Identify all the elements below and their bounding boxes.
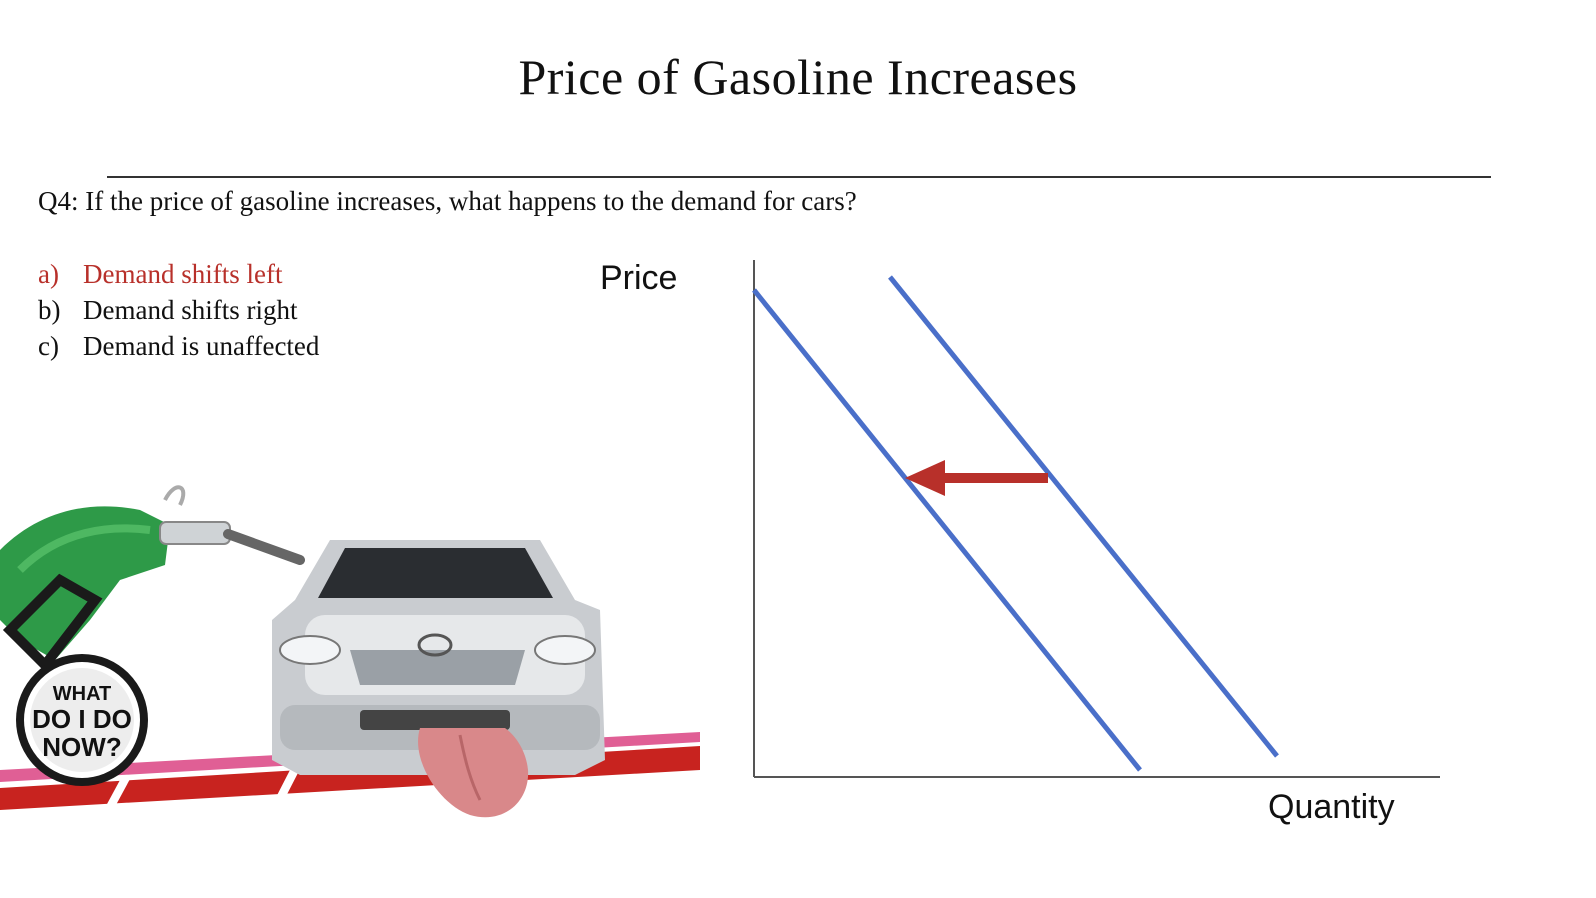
x-axis-label: Quantity xyxy=(1268,788,1395,826)
answer-options: a) Demand shifts left b) Demand shifts r… xyxy=(38,256,319,364)
fuel-nozzle-icon xyxy=(0,485,305,673)
car-illustration xyxy=(272,540,605,818)
option-label: Demand is unaffected xyxy=(83,331,320,361)
option-letter: c) xyxy=(38,331,59,361)
original-demand-curve xyxy=(888,275,1279,758)
new-demand-curve xyxy=(752,288,1142,772)
badge-line-3: NOW? xyxy=(42,732,121,762)
option-letter: b) xyxy=(38,295,61,325)
y-axis-label: Price xyxy=(600,259,677,297)
what-do-i-do-now-badge: WHAT DO I DO NOW? xyxy=(16,654,148,786)
option-label: Demand shifts right xyxy=(83,295,298,325)
question-text: Q4: If the price of gasoline increases, … xyxy=(38,186,857,216)
option-label: Demand shifts left xyxy=(83,259,283,289)
badge-line-1: WHAT xyxy=(53,683,112,705)
option-c[interactable]: c) Demand is unaffected xyxy=(38,328,319,364)
option-b[interactable]: b) Demand shifts right xyxy=(38,292,319,328)
title-divider xyxy=(107,176,1491,178)
option-a[interactable]: a) Demand shifts left xyxy=(38,256,319,292)
option-letter: a) xyxy=(38,259,59,289)
left-shift-arrow xyxy=(905,460,1048,496)
badge-line-2: DO I DO xyxy=(32,704,132,734)
gas-pump-car-illustration: WHAT DO I DO NOW? xyxy=(0,485,700,818)
slide-title: Price of Gasoline Increases xyxy=(518,49,1078,105)
demand-shift-diagram: Price Quantity xyxy=(600,259,1440,826)
